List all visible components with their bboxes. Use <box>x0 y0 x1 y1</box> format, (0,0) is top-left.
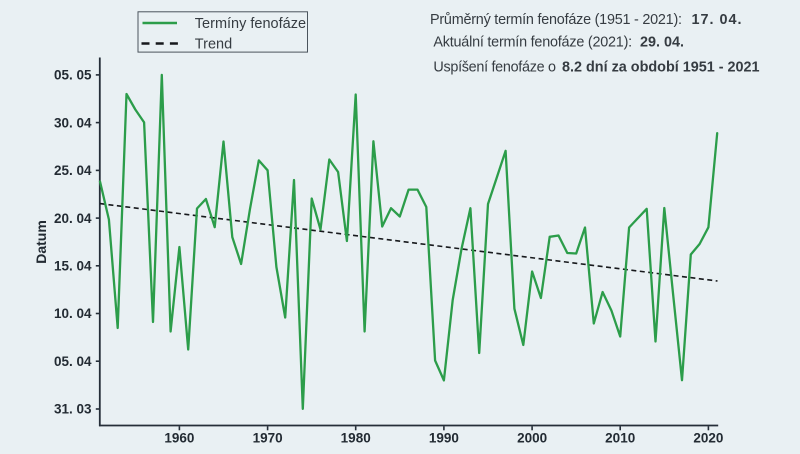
svg-text:20. 04: 20. 04 <box>54 211 92 226</box>
svg-text:30. 04: 30. 04 <box>54 115 92 130</box>
svg-text:Aktuální termín fenofáze (2021: Aktuální termín fenofáze (2021): <box>433 35 632 51</box>
svg-text:2000: 2000 <box>517 431 547 446</box>
svg-text:05. 05: 05. 05 <box>54 68 92 83</box>
svg-text:1980: 1980 <box>341 431 371 446</box>
svg-text:05. 04: 05. 04 <box>54 354 92 369</box>
svg-text:25. 04: 25. 04 <box>54 163 92 178</box>
svg-text:31. 03: 31. 03 <box>54 402 92 417</box>
svg-text:1970: 1970 <box>253 431 283 446</box>
svg-text:8.2 dní za období 1951 - 2021: 8.2 dní za období 1951 - 2021 <box>562 60 760 76</box>
svg-text:10. 04: 10. 04 <box>54 306 92 321</box>
svg-text:Uspíšení fenofáze o: Uspíšení fenofáze o <box>433 60 556 76</box>
svg-text:2010: 2010 <box>605 431 635 446</box>
svg-text:1990: 1990 <box>429 431 459 446</box>
svg-text:29. 04.: 29. 04. <box>640 35 684 51</box>
svg-text:Průměrný termín fenofáze (1951: Průměrný termín fenofáze (1951 - 2021): <box>430 12 682 28</box>
svg-text:15. 04: 15. 04 <box>54 259 92 274</box>
svg-text:2020: 2020 <box>693 431 723 446</box>
svg-text:17. 04.: 17. 04. <box>692 12 743 28</box>
svg-text:Trend: Trend <box>195 37 232 53</box>
svg-text:Datum: Datum <box>33 220 49 264</box>
svg-text:1960: 1960 <box>164 431 194 446</box>
svg-text:Termíny fenofáze: Termíny fenofáze <box>195 16 306 32</box>
